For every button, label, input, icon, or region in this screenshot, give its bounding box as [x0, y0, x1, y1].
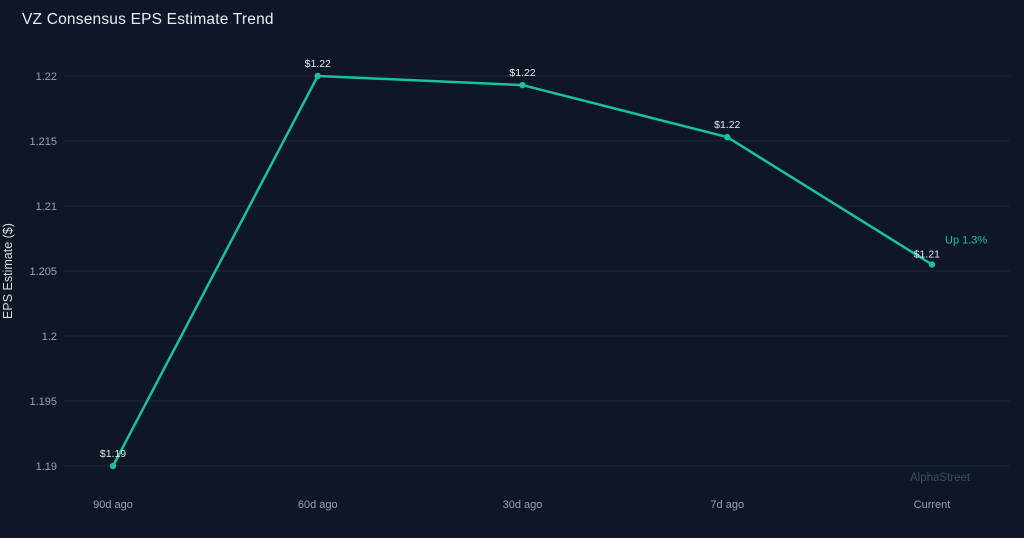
- data-point[interactable]: [519, 81, 526, 89]
- x-tick-label: 30d ago: [503, 499, 543, 511]
- data-point[interactable]: [109, 462, 117, 470]
- chart-title: VZ Consensus EPS Estimate Trend: [22, 11, 274, 28]
- data-point-label: $1.22: [305, 58, 331, 70]
- data-point[interactable]: [314, 72, 321, 80]
- x-tick-label: Current: [914, 499, 951, 511]
- y-tick-label: 1.22: [36, 71, 57, 83]
- data-point[interactable]: [724, 133, 731, 141]
- x-tick-label: 7d ago: [710, 499, 744, 511]
- y-tick-label: 1.215: [29, 136, 57, 148]
- y-tick-label: 1.19: [36, 461, 57, 473]
- x-tick-label: 60d ago: [298, 499, 338, 511]
- y-tick-label: 1.205: [29, 266, 57, 278]
- data-point-label: $1.22: [509, 67, 535, 79]
- y-tick-label: 1.21: [36, 201, 57, 213]
- data-point-label: $1.19: [100, 448, 126, 460]
- y-axis-title: EPS Estimate ($): [1, 223, 15, 319]
- annotation-up-label: Up 1.3%: [945, 235, 987, 247]
- y-tick-label: 1.2: [42, 331, 57, 343]
- data-point[interactable]: [928, 261, 936, 268]
- data-point-label: $1.21: [914, 249, 940, 261]
- y-tick-label: 1.195: [29, 396, 57, 408]
- x-tick-label: 90d ago: [93, 499, 133, 511]
- alphastreet-watermark: AlphaStreet: [910, 472, 971, 484]
- data-point-label: $1.22: [714, 119, 740, 131]
